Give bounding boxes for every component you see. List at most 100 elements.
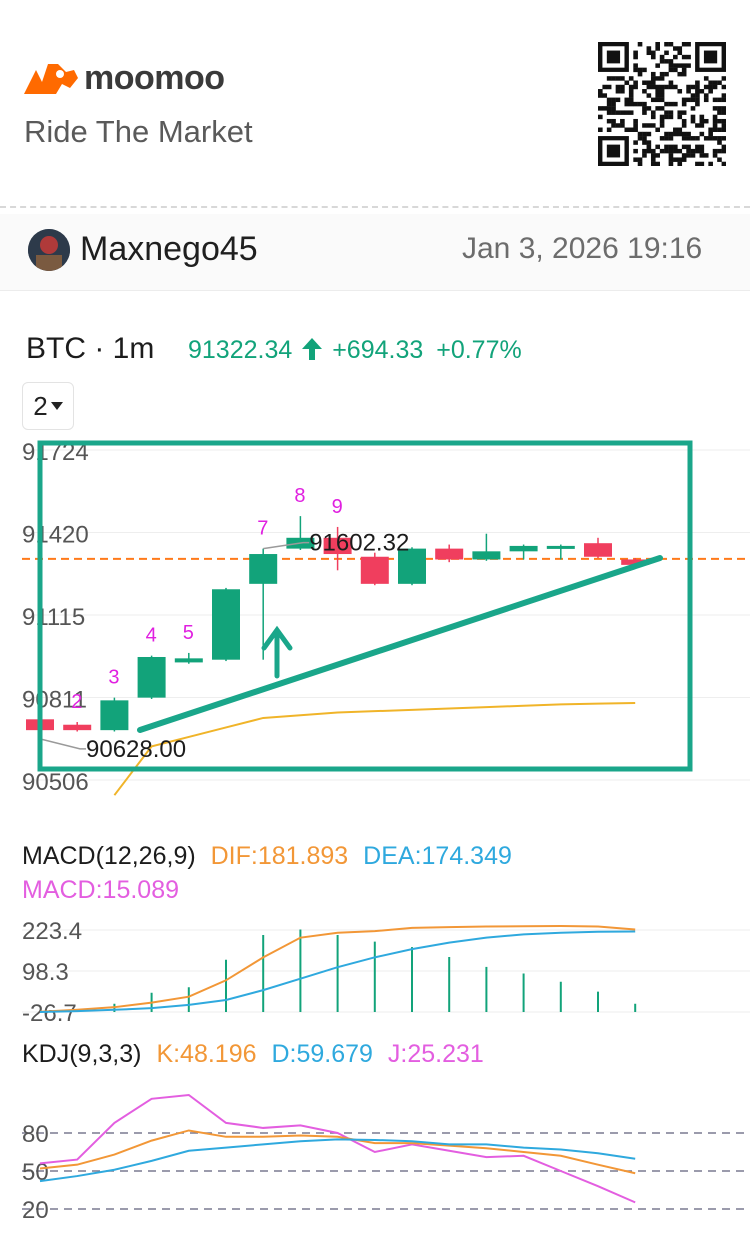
qr-module (677, 63, 683, 68)
qr-module (624, 110, 630, 115)
d-line (39, 1138, 636, 1183)
qr-module (690, 118, 696, 124)
qr-module (606, 118, 612, 124)
qr-module (655, 127, 660, 132)
qr-module (668, 153, 674, 158)
macd-dea-label: DEA:174.349 (363, 842, 512, 870)
qr-module (690, 93, 696, 98)
qr-module (633, 157, 638, 162)
qr-module (708, 84, 713, 90)
qr-module (620, 84, 625, 90)
up-arrow-annotation (261, 625, 293, 679)
qr-module (664, 42, 669, 47)
qr-module (628, 101, 634, 107)
qr-module (633, 101, 638, 107)
username[interactable]: Maxnego45 (80, 230, 258, 268)
qr-module (703, 97, 709, 103)
qr-module (686, 136, 691, 141)
ticker-symbol[interactable]: BTC · 1m (26, 332, 155, 365)
qr-module (624, 127, 630, 132)
qr-module (695, 136, 700, 141)
qr-module (668, 131, 674, 137)
ticker-quote: 91322.34 +694.33 +0.77% (188, 336, 522, 365)
qr-module (712, 97, 718, 103)
qr-module (717, 157, 722, 162)
qr-module (598, 106, 603, 111)
qr-module (703, 76, 709, 81)
qr-module (650, 50, 656, 56)
qr-module (633, 140, 638, 145)
qr-module (721, 76, 726, 81)
avatar[interactable] (28, 229, 70, 271)
moomoo-logo-icon (24, 64, 78, 94)
qr-module (642, 140, 647, 145)
candle (212, 589, 240, 660)
qr-module (681, 157, 687, 162)
sequence-count-label: 8 (294, 485, 305, 507)
qr-module (650, 97, 656, 103)
y-tick-label: 98.3 (22, 959, 69, 986)
qr-module (686, 63, 691, 68)
period-selector[interactable]: 2 (22, 382, 74, 430)
qr-module (664, 144, 669, 150)
qr-module (690, 153, 696, 158)
qr-module (602, 106, 608, 111)
sequence-count-label: 4 (146, 625, 157, 647)
qr-module (690, 97, 696, 103)
qr-module (699, 89, 705, 94)
qr-module (708, 80, 713, 85)
qr-module (611, 76, 616, 81)
qr-module (677, 131, 683, 137)
qr-module (717, 118, 722, 124)
macd-chart[interactable]: 223.4 98.3 -26.7 (0, 910, 750, 1030)
qr-module (650, 153, 656, 158)
qr-module (664, 50, 669, 56)
qr-module (668, 101, 674, 107)
qr-module (681, 63, 687, 68)
qr-module (668, 144, 674, 150)
qr-code-icon[interactable] (598, 42, 726, 166)
qr-module (673, 157, 678, 162)
candle (249, 554, 278, 584)
y-tick-label: 90811 (22, 687, 87, 714)
qr-module (659, 84, 665, 90)
qr-module (598, 89, 603, 94)
candle (435, 548, 464, 560)
qr-module (695, 123, 700, 128)
qr-module (655, 89, 660, 94)
qr-module (664, 136, 669, 141)
qr-module (598, 93, 603, 98)
qr-module (699, 114, 705, 120)
qr-module (659, 93, 665, 98)
y-tick-label: 80 (22, 1121, 49, 1148)
candle (509, 545, 538, 552)
qr-module (677, 127, 683, 132)
price-change-pct: +0.77% (436, 336, 522, 364)
y-tick-label: 90506 (22, 769, 89, 796)
qr-module (673, 127, 678, 132)
qr-module (717, 97, 722, 103)
qr-module (602, 84, 608, 90)
qr-module (721, 148, 726, 154)
tagline: Ride The Market (24, 114, 253, 149)
qr-module (686, 84, 691, 90)
qr-finder-core (606, 50, 621, 64)
qr-module (708, 161, 713, 166)
qr-module (668, 80, 674, 85)
qr-module (699, 144, 705, 150)
dea-line (39, 930, 636, 1013)
qr-module (673, 144, 678, 150)
qr-module (659, 89, 665, 94)
qr-module (721, 127, 726, 132)
qr-module (695, 144, 700, 150)
qr-module (655, 46, 660, 51)
qr-module (664, 110, 669, 115)
period-value: 2 (33, 390, 48, 421)
candle (621, 559, 650, 565)
qr-module (628, 76, 634, 81)
qr-module (708, 131, 713, 137)
qr-module (633, 127, 638, 132)
qr-module (624, 97, 630, 103)
